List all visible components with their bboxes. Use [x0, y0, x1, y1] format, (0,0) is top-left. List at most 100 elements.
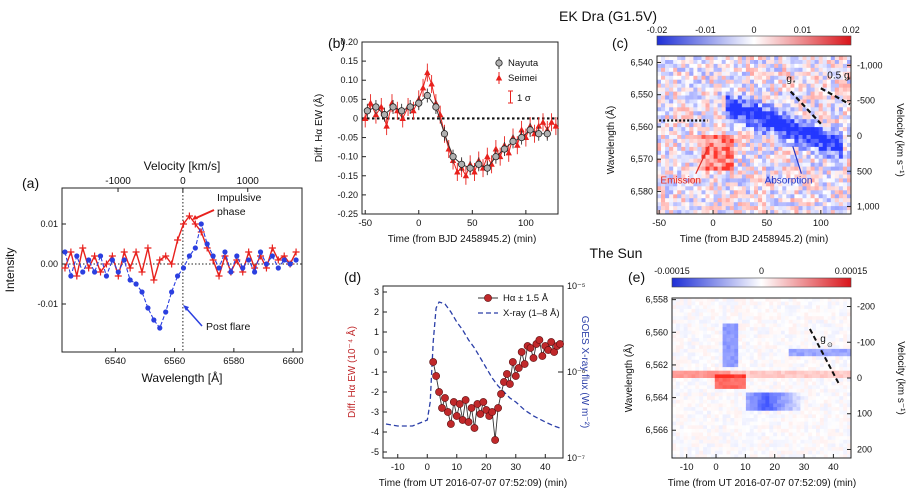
heatmap-cell: [703, 319, 708, 324]
heatmap-cell: [802, 198, 807, 203]
heatmap-cell: [745, 301, 751, 306]
heatmap-cell: [714, 323, 720, 328]
heatmap-cell: [786, 150, 791, 156]
heatmap-cell: [709, 206, 714, 211]
heatmap-cell: [714, 392, 720, 397]
heatmap-cell: [725, 138, 731, 144]
heatmap-cell: [695, 356, 700, 361]
heatmap-cell: [798, 91, 803, 96]
heatmap-cell: [753, 399, 758, 404]
heatmap-cell: [669, 142, 674, 148]
heatmap-cell: [675, 418, 681, 422]
heatmap-cell: [822, 150, 828, 156]
heatmap-cell: [800, 341, 805, 346]
heatmap-cell: [765, 316, 770, 321]
heatmap-cell: [679, 403, 685, 408]
heatmap-cell: [806, 131, 811, 136]
heatmap-cell: [816, 308, 821, 313]
heatmap-cell: [657, 146, 662, 152]
series-seimei-point: [378, 103, 385, 110]
heatmap-cell: [738, 432, 743, 437]
heatmap-cell: [826, 71, 832, 77]
heatmap-cell: [827, 432, 832, 437]
heatmap-cell: [714, 305, 720, 310]
series-nayuta-point: [500, 145, 509, 153]
heatmap-cell: [677, 135, 682, 140]
x-tick-label: 40: [540, 462, 551, 473]
heatmap-cell: [765, 330, 770, 335]
heatmap-cell: [689, 154, 694, 160]
heatmap-cell: [683, 407, 688, 412]
heatmap-cell: [707, 327, 712, 332]
heatmap-cell: [699, 374, 704, 379]
heatmap-cell: [687, 418, 692, 422]
heatmap-cell: [802, 194, 807, 199]
heatmap-cell: [753, 374, 758, 379]
heatmap-cell: [834, 111, 840, 116]
heatmap-cell: [847, 341, 852, 346]
y-tick-label: 6,558: [645, 295, 668, 305]
heatmap-cell: [701, 115, 706, 120]
heatmap-cell: [762, 174, 767, 179]
heatmap-cell: [765, 450, 770, 455]
panel-d: -10 0 10 20 30 40-5-4-3-2-1012310⁻⁵10⁻⁶10⁻⁷Ti…: [344, 269, 590, 489]
heatmap-cell: [672, 439, 677, 444]
heatmap-cell: [707, 414, 712, 419]
heatmap-cell: [810, 138, 815, 144]
heatmap-cell: [693, 135, 698, 140]
heatmap-cell: [816, 403, 821, 408]
heatmap-cell: [796, 370, 801, 375]
heatmap-cell: [822, 67, 828, 73]
heatmap-cell: [831, 298, 836, 302]
heatmap-cell: [699, 348, 704, 353]
heatmap-cell: [683, 341, 688, 346]
heatmap-cell: [794, 182, 799, 187]
heatmap-cell: [730, 341, 735, 346]
heatmap-cell: [761, 334, 766, 339]
heatmap-cell: [788, 388, 793, 393]
right-axis-label: Velocity (km s⁻¹): [895, 341, 906, 415]
heatmap-cell: [683, 319, 688, 324]
heatmap-cell: [681, 186, 686, 191]
heatmap-cell: [681, 107, 686, 112]
heatmap-cell: [661, 198, 666, 203]
heatmap-cell: [781, 301, 786, 306]
heatmap-cell: [695, 447, 700, 452]
heatmap-cell: [745, 414, 751, 419]
heatmap-cell: [796, 443, 801, 448]
heatmap-cell: [790, 127, 795, 132]
heatmap-cell: [657, 150, 662, 156]
heatmap-cell: [773, 356, 778, 361]
heatmap-cell: [826, 95, 832, 100]
heatmap-cell: [814, 60, 819, 65]
heatmap-cell: [761, 348, 766, 353]
heatmap-cell: [679, 428, 685, 433]
heatmap-cell: [800, 363, 805, 368]
heatmap-cell: [834, 210, 840, 215]
heatmap-cell: [673, 83, 678, 89]
heatmap-cell: [834, 67, 840, 73]
heatmap-cell: [838, 91, 844, 96]
heatmap-cell: [749, 425, 755, 430]
heatmap-cell: [710, 410, 716, 415]
heatmap-cell: [827, 316, 832, 321]
heatmap-cell: [681, 135, 686, 140]
heatmap-cell: [826, 87, 832, 92]
heatmap-cell: [687, 352, 692, 357]
heatmap-cell: [770, 99, 775, 104]
heatmap-cell: [843, 439, 848, 444]
heatmap-cell: [709, 178, 714, 183]
heatmap-cell: [777, 447, 782, 452]
heatmap-cell: [774, 174, 779, 179]
heatmap-cell: [818, 174, 824, 179]
heatmap-cell: [758, 194, 763, 199]
heatmap-cell: [741, 79, 747, 85]
heatmap-cell: [826, 63, 832, 69]
heatmap-cell: [769, 432, 774, 437]
heatmap-cell: [818, 198, 824, 203]
heatmap-cell: [827, 450, 832, 455]
heatmap-cell: [766, 210, 771, 215]
heatmap-cell: [725, 178, 731, 183]
heatmap-cell: [742, 301, 747, 306]
heatmap-cell: [705, 56, 710, 61]
